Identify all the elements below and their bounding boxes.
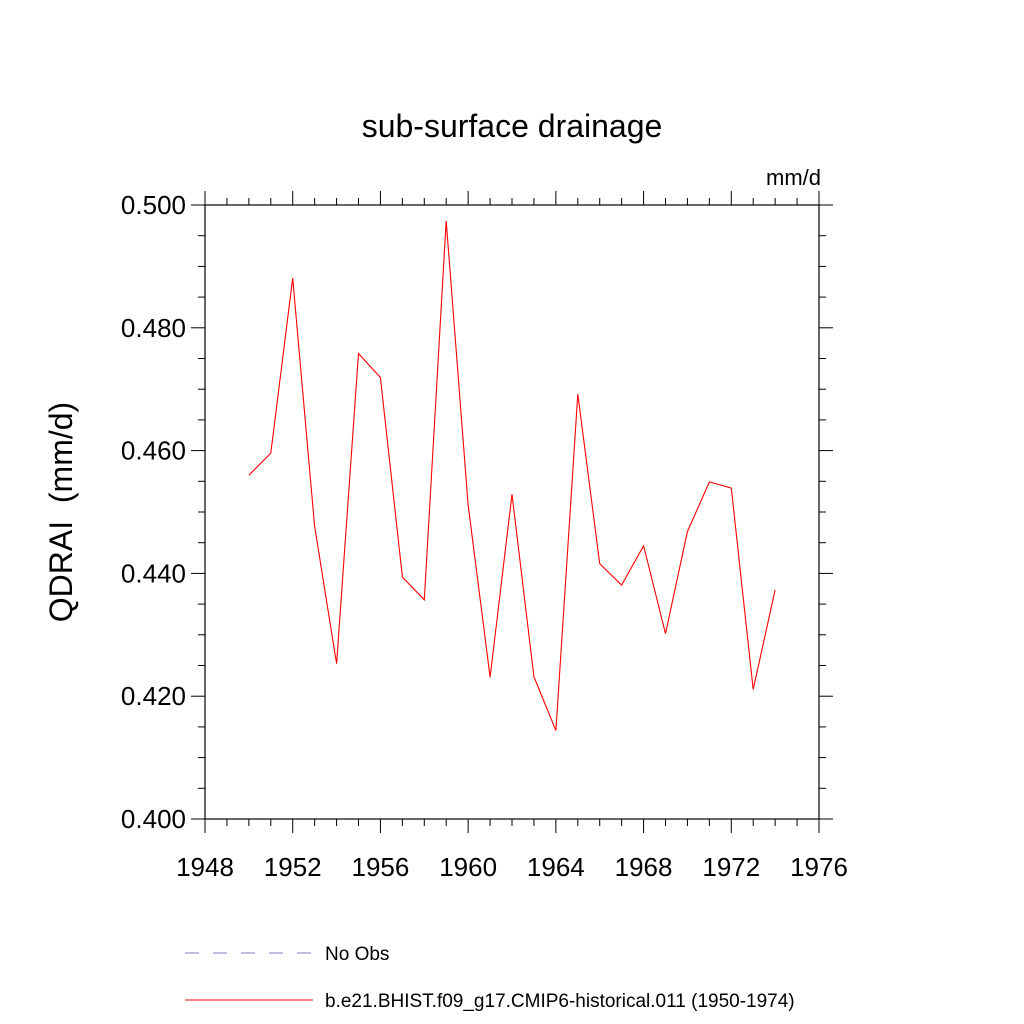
y-tick-label: 0.500 xyxy=(121,190,186,220)
x-tick-label: 1948 xyxy=(176,852,234,882)
x-tick-label: 1956 xyxy=(352,852,410,882)
y-tick-label: 0.480 xyxy=(121,313,186,343)
legend-label: No Obs xyxy=(325,944,389,965)
series-line xyxy=(248,220,776,731)
legend: No Obs b.e21.BHIST.f09_g17.CMIP6-historic… xyxy=(185,944,795,1012)
y-tick-label: 0.440 xyxy=(121,558,186,588)
chart-title: sub-surface drainage xyxy=(362,108,663,144)
tick-labels: 1948 1952 1956 1960 1964 1968 1972 1976 0.400 0.4… xyxy=(121,190,848,882)
x-tick-label: 1960 xyxy=(439,852,497,882)
y-tick-label: 0.420 xyxy=(121,681,186,711)
series-group xyxy=(248,220,776,731)
plot-frame xyxy=(204,204,820,820)
y-axis-label: QDRAI (mm/d) xyxy=(43,402,79,622)
y-tick-label: 0.460 xyxy=(121,436,186,466)
x-tick-label: 1964 xyxy=(527,852,585,882)
x-tick-label: 1972 xyxy=(702,852,760,882)
x-tick-label: 1968 xyxy=(615,852,673,882)
y-tick-label: 0.400 xyxy=(121,804,186,834)
legend-label: b.e21.BHIST.f09_g17.CMIP6-historical.011… xyxy=(325,991,795,1012)
axis-ticks xyxy=(191,191,833,833)
units-label: mm/d xyxy=(766,165,821,190)
x-tick-label: 1976 xyxy=(790,852,848,882)
x-tick-label: 1952 xyxy=(264,852,322,882)
